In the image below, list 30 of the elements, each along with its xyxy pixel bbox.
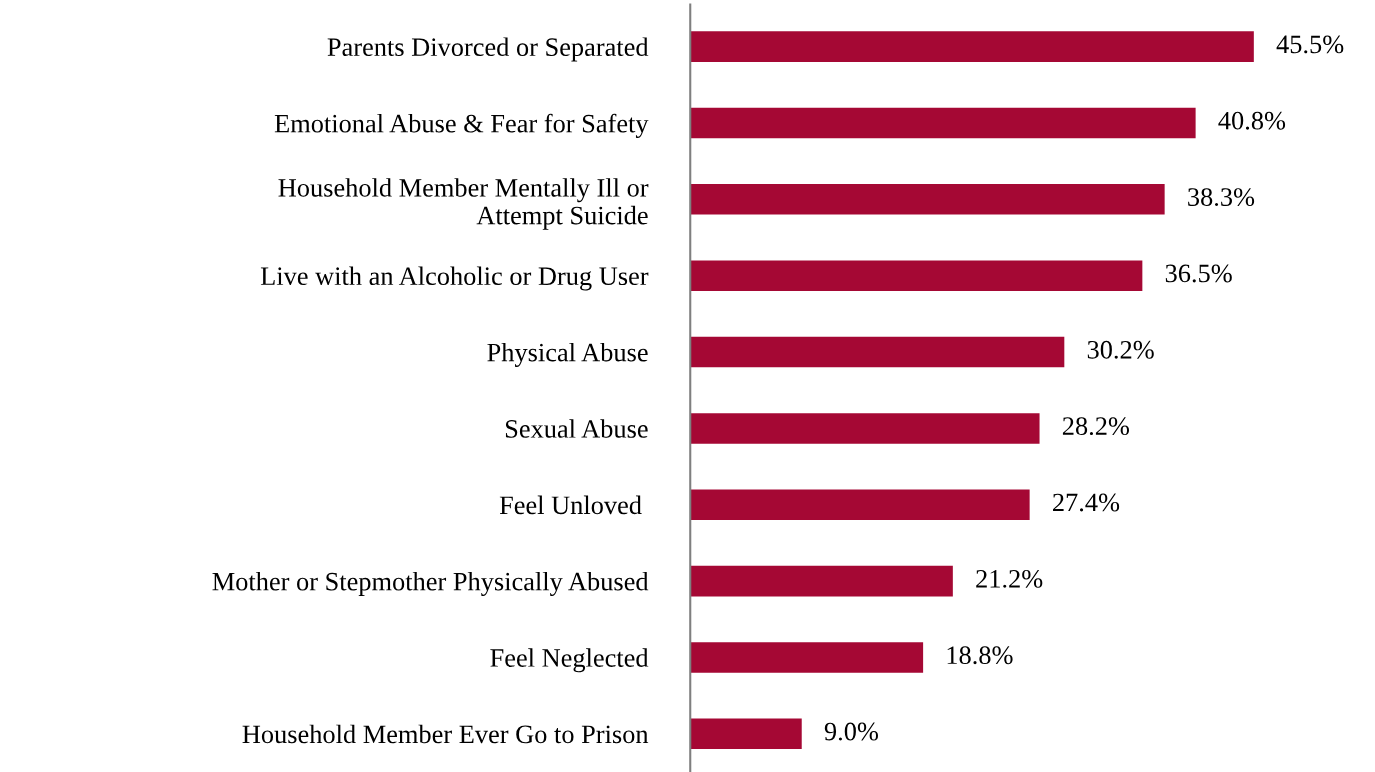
data-label: 38.3% — [1188, 188, 1255, 207]
bar — [690, 184, 1165, 215]
bar — [690, 565, 953, 597]
data-label: 9.0% — [824, 722, 879, 741]
y-tick-label: Sexual Abuse — [505, 419, 648, 438]
y-tick-label: Live with an Alcoholic or Drug User — [260, 266, 649, 291]
data-label: 40.8% — [1218, 111, 1286, 130]
y-tick-label: Feel Neglected — [490, 648, 649, 673]
bar — [690, 642, 924, 673]
data-label: 21.2% — [976, 569, 1043, 588]
bar — [690, 489, 1030, 521]
bar — [690, 31, 1254, 62]
y-tick-label: Emotional Abuse & Fear for Safety — [274, 113, 649, 138]
bar — [690, 718, 802, 750]
bar — [690, 107, 1196, 139]
y-tick-label: Household Member Ever Go to Prison — [242, 724, 649, 744]
data-label: 28.2% — [1062, 417, 1130, 436]
data-label: 27.4% — [1053, 493, 1120, 512]
y-tick-label: Physical Abuse — [487, 342, 648, 367]
data-label: 18.8% — [947, 646, 1013, 665]
data-label: 36.5% — [1165, 264, 1232, 283]
bar — [690, 413, 1040, 444]
data-label: 45.5% — [1276, 35, 1344, 54]
y-tick-label: Feel Unloved — [499, 495, 642, 515]
y-tick-label: Parents Divorced or Separated — [327, 37, 649, 62]
y-tick-label: Mother or Stepmother Physically Abused — [212, 571, 649, 596]
data-label: 30.2% — [1087, 340, 1154, 359]
bar — [690, 336, 1065, 368]
bar — [690, 260, 1143, 291]
y-tick-label: Household Member Mentally Ill or Attempt Suicide — [278, 178, 649, 230]
